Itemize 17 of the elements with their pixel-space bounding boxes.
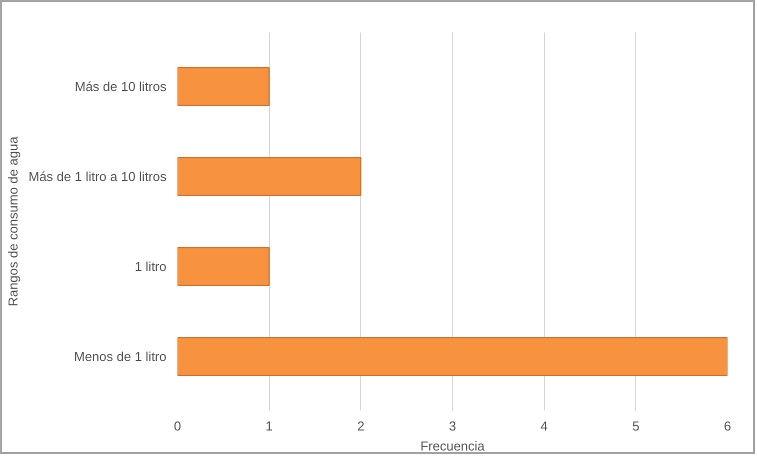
y-tick-label: Más de 1 litro a 10 litros (28, 169, 167, 184)
x-tick-label: 1 (266, 418, 273, 434)
y-tick-label: 1 litro (134, 259, 167, 274)
x-tick-label: 3 (448, 418, 456, 434)
x-tick-label: 5 (632, 418, 640, 434)
x-tick-label: 6 (724, 418, 732, 434)
y-tick-label: Más de 10 litros (74, 79, 167, 94)
bar (178, 157, 362, 196)
y-axis-title: Rangos de consumo de agua (5, 136, 20, 306)
bar (178, 337, 728, 376)
bar (178, 67, 270, 106)
bar (178, 247, 270, 286)
x-tick-label: 4 (540, 418, 548, 434)
x-tick-label: 2 (357, 418, 364, 434)
x-tick-label: 0 (174, 418, 182, 434)
y-tick-label: Menos de 1 litro (74, 349, 167, 364)
x-axis-title: Frecuencia (420, 438, 486, 454)
